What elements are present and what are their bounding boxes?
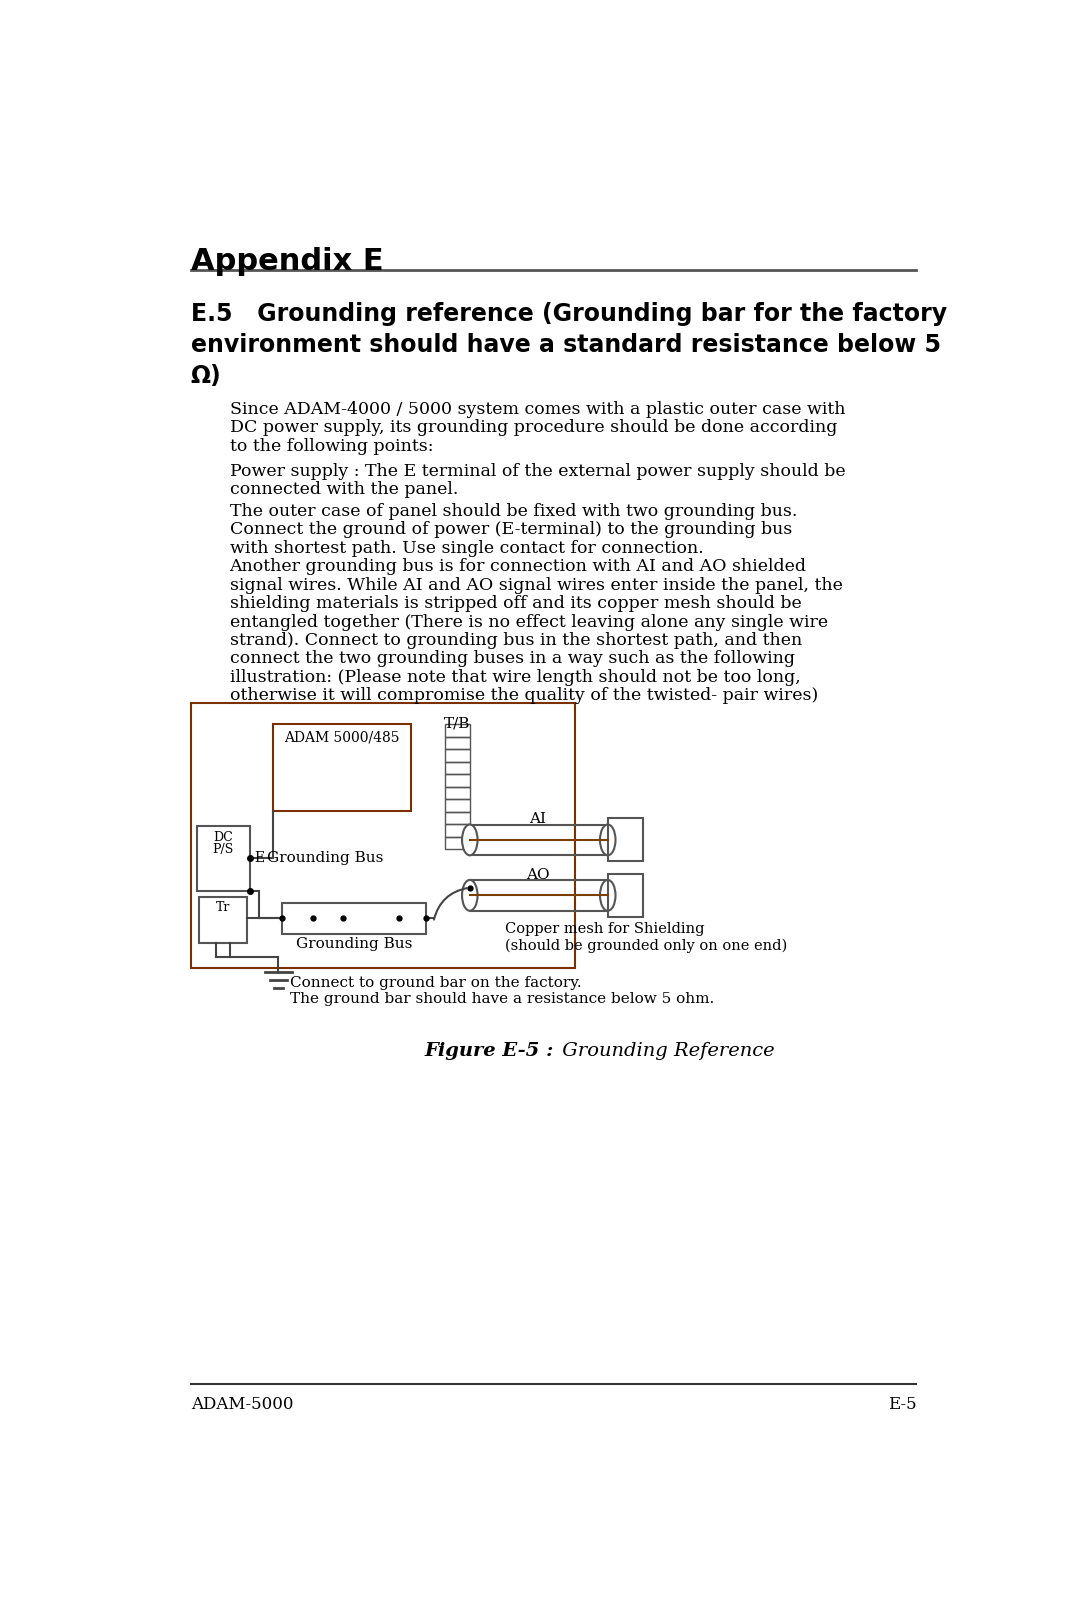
Text: Appendix E: Appendix E [191,247,383,276]
Ellipse shape [462,881,477,910]
Text: illustration: (Please note that wire length should not be too long,: illustration: (Please note that wire len… [230,668,800,686]
Text: Ω): Ω) [191,363,221,388]
Text: Figure E-5 :: Figure E-5 : [424,1041,554,1059]
Ellipse shape [600,824,616,855]
Text: (should be grounded only on one end): (should be grounded only on one end) [505,939,787,952]
Text: E: E [255,852,265,866]
Text: environment should have a standard resistance below 5: environment should have a standard resis… [191,333,941,357]
Text: otherwise it will compromise the quality of the twisted- pair wires): otherwise it will compromise the quality… [230,688,818,704]
Text: shielding materials is stripped off and its copper mesh should be: shielding materials is stripped off and … [230,595,801,611]
Text: Tr: Tr [216,900,230,913]
Text: Grounding Bus: Grounding Bus [296,938,413,950]
Text: with shortest path. Use single contact for connection.: with shortest path. Use single contact f… [230,540,703,556]
Text: Grounding Reference: Grounding Reference [556,1041,774,1059]
Text: connect the two grounding buses in a way such as the following: connect the two grounding buses in a way… [230,650,795,668]
Text: E-5: E-5 [888,1397,916,1413]
Text: Copper mesh for Shielding: Copper mesh for Shielding [505,921,705,936]
Ellipse shape [600,881,616,910]
Text: strand). Connect to grounding bus in the shortest path, and then: strand). Connect to grounding bus in the… [230,633,801,649]
Text: DC power supply, its grounding procedure should be done according: DC power supply, its grounding procedure… [230,420,837,436]
Text: T/B: T/B [444,717,470,730]
Text: ADAM-5000: ADAM-5000 [191,1397,294,1413]
Text: Since ADAM-4000 / 5000 system comes with a plastic outer case with: Since ADAM-4000 / 5000 system comes with… [230,401,845,418]
Text: entangled together (There is no effect leaving alone any single wire: entangled together (There is no effect l… [230,613,827,631]
Text: Power supply : The E terminal of the external power supply should be: Power supply : The E terminal of the ext… [230,462,846,480]
Text: P/S: P/S [213,843,234,856]
Text: ADAM 5000/485: ADAM 5000/485 [284,730,400,744]
Text: signal wires. While AI and AO signal wires enter inside the panel, the: signal wires. While AI and AO signal wir… [230,576,842,594]
Ellipse shape [462,824,477,855]
Text: Another grounding bus is for connection with AI and AO shielded: Another grounding bus is for connection … [230,558,807,576]
Text: The ground bar should have a resistance below 5 ohm.: The ground bar should have a resistance … [291,991,714,1006]
Text: Connect the ground of power (E-terminal) to the grounding bus: Connect the ground of power (E-terminal)… [230,521,792,539]
Text: The outer case of panel should be fixed with two grounding bus.: The outer case of panel should be fixed … [230,503,797,519]
Text: to the following points:: to the following points: [230,438,433,454]
Text: DC: DC [214,830,233,843]
Text: AI: AI [529,813,546,826]
Text: Grounding Bus: Grounding Bus [267,852,383,866]
Text: AO: AO [526,868,550,882]
Text: Connect to ground bar on the factory.: Connect to ground bar on the factory. [291,976,582,989]
Text: E.5   Grounding reference (Grounding bar for the factory: E.5 Grounding reference (Grounding bar f… [191,302,947,326]
Text: connected with the panel.: connected with the panel. [230,482,458,498]
